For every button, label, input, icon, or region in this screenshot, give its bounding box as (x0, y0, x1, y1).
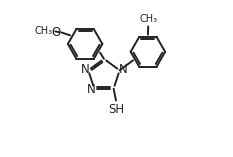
Text: CH₃: CH₃ (139, 14, 157, 24)
Text: N: N (119, 63, 127, 76)
Text: SH: SH (109, 103, 125, 116)
Text: CH₃: CH₃ (35, 26, 53, 36)
Text: O: O (51, 26, 60, 39)
Text: N: N (80, 63, 89, 76)
Text: N: N (86, 83, 95, 96)
